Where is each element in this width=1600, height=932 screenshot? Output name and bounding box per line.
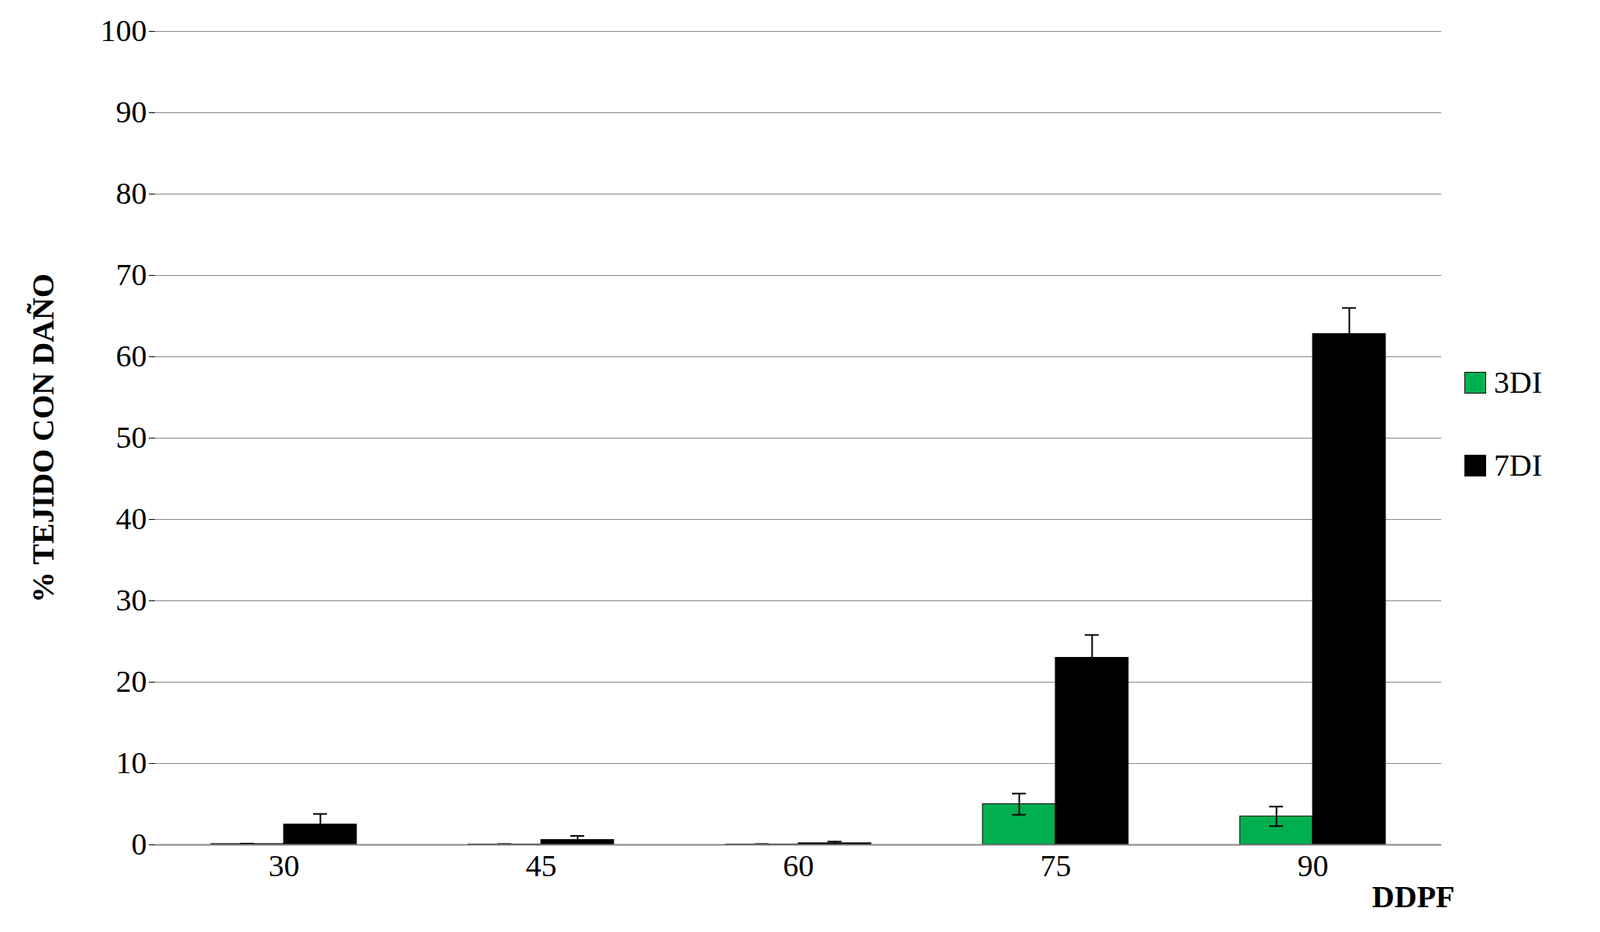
svg-text:80: 80 [116,175,148,211]
svg-text:45: 45 [526,848,558,884]
svg-text:0: 0 [131,826,148,862]
svg-text:75: 75 [1040,848,1072,884]
svg-text:70: 70 [116,257,148,293]
html-text:3DI: 3DI [1493,364,1543,400]
svg-text:10: 10 [116,745,148,781]
svg-text:DDPF: DDPF [1372,879,1456,915]
svg-text:30: 30 [116,582,148,618]
svg-text:% TEJIDO CON DAÑO: % TEJIDO CON DAÑO [25,273,61,603]
svg-text:100: 100 [100,13,148,49]
svg-text:90: 90 [1297,848,1329,884]
svg-text:40: 40 [116,501,148,537]
svg-text:20: 20 [116,664,148,699]
svg-text:30: 30 [268,848,300,884]
html-text:7DI: 7DI [1493,447,1543,483]
svg-text:60: 60 [116,338,148,374]
svg-text:90: 90 [116,94,148,130]
svg-text:50: 50 [116,419,148,455]
svg-text:60: 60 [783,848,815,884]
